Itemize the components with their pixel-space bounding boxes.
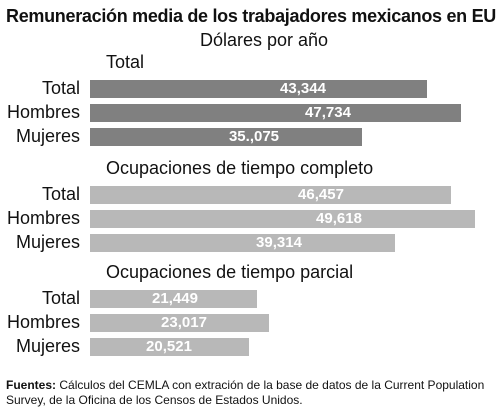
category-label: Hombres — [6, 208, 80, 228]
source-note: Fuentes: Cálculos del CEMLA con extració… — [6, 378, 494, 408]
bar — [90, 234, 395, 252]
bar-value-label: 46,457 — [298, 186, 344, 203]
bar — [90, 314, 269, 332]
category-label: Hombres — [6, 312, 80, 332]
bar-value-label: 23,017 — [161, 314, 207, 331]
bar-value-label: 21,449 — [152, 290, 198, 307]
bar — [90, 104, 461, 122]
bar — [90, 338, 249, 356]
category-label: Mujeres — [15, 336, 80, 356]
bar-value-label: 49,618 — [316, 210, 362, 227]
bar — [90, 128, 362, 146]
bar-value-label: 47,734 — [305, 104, 351, 121]
bar — [90, 210, 475, 228]
bar-value-label: 39,314 — [256, 234, 302, 251]
category-label: Mujeres — [15, 126, 80, 146]
category-label: Total — [41, 184, 80, 204]
bar-value-label: 35.,075 — [228, 128, 280, 145]
bar — [90, 186, 451, 204]
bar — [90, 290, 257, 308]
category-label: Total — [41, 288, 80, 308]
category-label: Mujeres — [15, 232, 80, 252]
section-title-1: Total — [106, 52, 145, 72]
section-title-3: Ocupaciones de tiempo parcial — [106, 262, 354, 282]
category-label: Total — [41, 78, 80, 98]
source-label: Fuentes: — [6, 378, 57, 392]
source-text: Cálculos del CEMLA con extración de la b… — [6, 378, 485, 407]
chart-subtitle: Dólares por año — [199, 30, 329, 50]
section-title-2: Ocupaciones de tiempo completo — [106, 158, 374, 178]
bar-value-label: 43,344 — [280, 80, 326, 97]
category-label: Hombres — [6, 102, 80, 122]
chart-title: Remuneración media de los trabajadores m… — [6, 6, 496, 26]
bar — [90, 80, 427, 98]
bar-value-label: 20,521 — [146, 338, 192, 355]
